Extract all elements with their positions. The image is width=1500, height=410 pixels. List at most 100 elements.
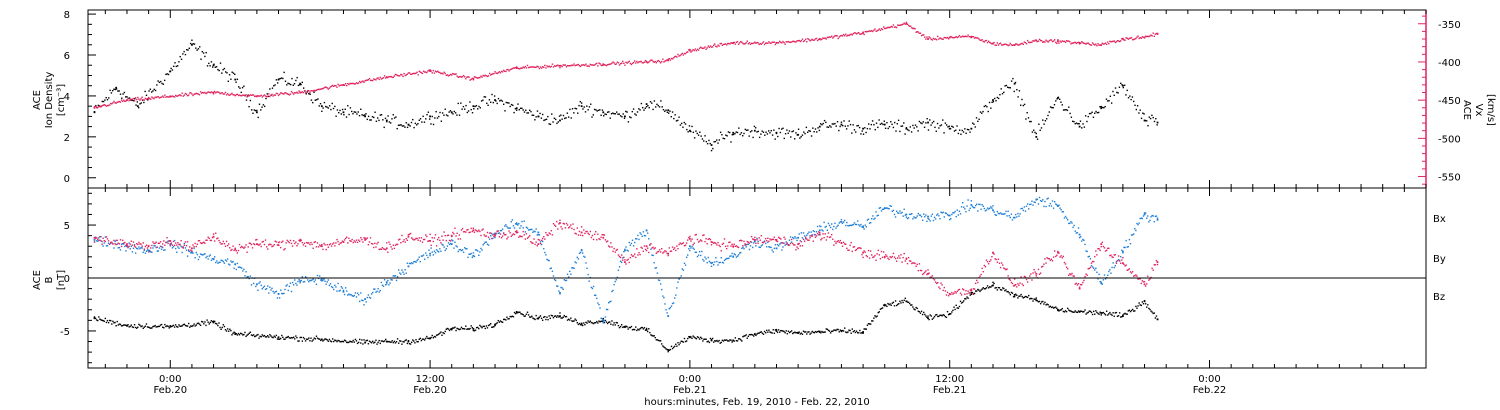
b-series-by-point [1062, 211, 1065, 213]
b-series-bz-point [395, 243, 398, 246]
vx-series-point [819, 38, 821, 40]
b-series-bx-point [402, 340, 404, 343]
b-series-by-point [1135, 229, 1137, 232]
density-series-point [95, 104, 97, 107]
b-series-by-point [780, 242, 782, 244]
b-series-bz-point [191, 250, 193, 252]
vx-series-point [963, 35, 965, 38]
density-series-point [979, 111, 982, 113]
b-series-by-point [546, 258, 548, 261]
vx-series-point [569, 64, 571, 67]
b-series-by-point [466, 248, 468, 250]
vx-series-point [512, 67, 515, 69]
density-series-point [981, 112, 983, 114]
density-series-point [549, 123, 552, 126]
density-series-point [1153, 120, 1156, 123]
b-series-by-point [733, 253, 735, 255]
b-series-by-point [137, 248, 139, 250]
b-series-by-point [671, 302, 674, 305]
density-series-point [839, 125, 841, 128]
vx-series-point [720, 42, 722, 45]
b-series-bx-point [689, 335, 691, 338]
b-series-bz-point [773, 236, 776, 238]
b-series-bx-point [732, 339, 734, 342]
b-series-bx-point [1136, 307, 1138, 309]
vx-series-point [1117, 40, 1120, 42]
b-series-by-point [1068, 222, 1070, 225]
b-series-bz-point [307, 242, 309, 244]
vx-series-point [331, 84, 334, 87]
density-series-point [910, 131, 913, 133]
b-series-bx-point [1124, 312, 1126, 315]
vx-series-point [682, 54, 685, 56]
b-series-bx-point [154, 324, 156, 327]
vx-series-point [118, 100, 121, 103]
b-series-bx-point [663, 346, 665, 348]
b-series-bx-point [890, 304, 892, 307]
density-series-point [658, 106, 661, 108]
vx-series-point [166, 96, 168, 98]
b-series-by-point [591, 287, 594, 290]
vx-series-point [1130, 37, 1133, 39]
b-series-bx-point [1123, 313, 1125, 315]
b-series-bx-point [733, 340, 735, 342]
b-series-bx-point [1020, 293, 1022, 296]
density-series-point [234, 73, 236, 76]
b-series-by-point [614, 280, 616, 283]
vx-series-point [615, 63, 617, 65]
b-series-bz-point [862, 251, 864, 254]
density-series-point [1097, 111, 1100, 114]
density-series-point [438, 115, 440, 118]
b-series-by-point [257, 289, 259, 291]
vx-series-point [599, 63, 601, 65]
b-series-bx-point [846, 331, 848, 334]
vx-series-point [420, 72, 423, 74]
b-series-by-point [287, 289, 289, 292]
density-series-point [881, 122, 883, 125]
b-series-by-point [689, 249, 691, 252]
b-series-by-point [120, 243, 123, 245]
b-series-bx-point [440, 331, 442, 333]
b-series-bz-point [700, 239, 702, 241]
b-series-bz-point [655, 252, 658, 254]
b-series-bx-point [729, 339, 731, 341]
vx-series-point [556, 64, 558, 67]
b-series-by-point [968, 209, 970, 212]
density-series-point [234, 78, 237, 81]
b-series-bz-point [1110, 254, 1112, 256]
b-series-bz-point [290, 242, 293, 245]
b-series-bz-point [312, 247, 314, 249]
vx-series-point [714, 43, 716, 45]
vx-series-point [654, 60, 656, 63]
b-series-bx-point [682, 341, 685, 343]
vx-series-point [1081, 41, 1083, 43]
b-series-by-point [639, 232, 641, 234]
density-series-point [825, 121, 827, 124]
b-series-bz-point [677, 247, 679, 250]
b-series-bz-point [623, 256, 625, 259]
b-series-bx-point [667, 350, 669, 353]
b-series-by-point [984, 210, 987, 212]
b-series-bz-point [376, 243, 378, 245]
b-series-bz-point [1113, 254, 1115, 256]
b-series-bx-point [741, 340, 743, 342]
density-series-point [753, 125, 756, 128]
b-series-bx-point [388, 340, 390, 343]
b-series-by-point [256, 283, 258, 285]
density-series-point [395, 116, 397, 118]
b-series-bx-point [753, 335, 755, 337]
vx-series-point [967, 34, 969, 36]
b-series-bz-point [730, 245, 732, 247]
b-series-bz-point [723, 238, 726, 240]
vx-series-point [911, 27, 913, 29]
vx-series-point [207, 91, 209, 93]
vx-series-point [525, 67, 528, 69]
b-series-by-point [1078, 233, 1081, 236]
density-series-point [435, 110, 437, 113]
b-series-bz-point [441, 235, 443, 237]
density-series-point [821, 124, 823, 126]
density-series-point [1127, 97, 1130, 99]
b-series-by-point [588, 280, 590, 282]
b-series-by-point [759, 246, 761, 249]
b-series-bz-point [894, 257, 897, 260]
